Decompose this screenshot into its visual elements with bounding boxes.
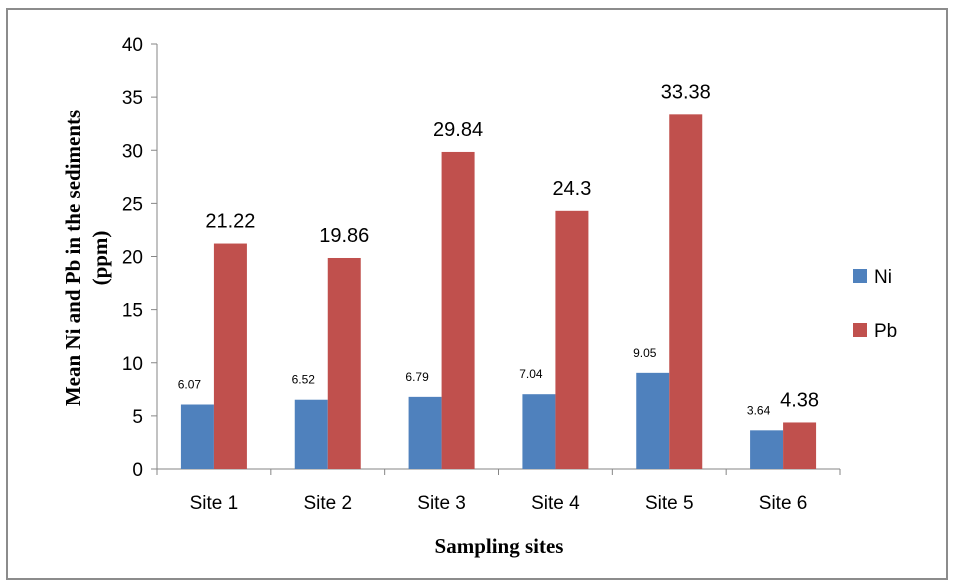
y-axis-title-line2: (ppm) — [88, 231, 112, 286]
legend-swatch-ni — [853, 269, 867, 283]
y-tick-label: 0 — [132, 460, 143, 481]
y-tick-label: 35 — [122, 88, 143, 109]
data-label-ni: 6.79 — [405, 370, 429, 384]
x-tick-label: Site 5 — [645, 493, 694, 514]
data-label-pb: 21.22 — [205, 211, 255, 233]
y-tick-label: 15 — [122, 301, 143, 322]
data-label-ni: 9.05 — [633, 346, 657, 360]
y-tick-label: 30 — [122, 141, 143, 162]
chart-frame — [6, 8, 948, 580]
legend-swatch-pb — [853, 323, 867, 337]
y-tick-label: 10 — [122, 354, 143, 375]
x-tick-label: Site 2 — [303, 493, 352, 514]
bar-pb — [669, 114, 703, 470]
data-label-ni: 6.07 — [178, 378, 202, 392]
bar-ni — [180, 404, 214, 469]
data-label-pb: 19.86 — [319, 225, 369, 247]
bar-pb — [213, 243, 247, 469]
bar-pb — [327, 257, 361, 469]
data-label-pb: 33.38 — [661, 81, 711, 103]
bar-ni — [636, 372, 670, 469]
bar-pb — [555, 210, 589, 469]
x-tick-label: Site 6 — [759, 493, 808, 514]
data-label-pb: 29.84 — [433, 119, 483, 141]
data-label-ni: 7.04 — [519, 367, 543, 381]
y-tick-label: 5 — [132, 407, 143, 428]
x-tick-label: Site 1 — [190, 493, 239, 514]
data-label-ni: 6.52 — [292, 373, 316, 387]
x-tick-label: Site 4 — [531, 493, 580, 514]
data-label-pb: 24.3 — [552, 178, 591, 200]
bar-ni — [522, 394, 556, 469]
x-axis-title: Sampling sites — [435, 534, 564, 558]
data-label-pb: 4.38 — [780, 389, 819, 411]
y-tick-label: 20 — [122, 248, 143, 269]
y-tick-label: 40 — [122, 35, 143, 56]
y-tick-label: 25 — [122, 194, 143, 215]
y-axis-title-line1: Mean Ni and Pb in the sediments — [61, 110, 85, 406]
bar-ni — [408, 396, 442, 469]
bar-ni — [750, 430, 784, 469]
data-label-ni: 3.64 — [747, 403, 771, 417]
bar-pb — [783, 422, 817, 469]
legend-label-pb: Pb — [874, 321, 897, 342]
legend-label-ni: Ni — [874, 267, 892, 288]
y-axis-title: Mean Ni and Pb in the sediments (ppm) — [61, 110, 112, 406]
x-tick-label: Site 3 — [417, 493, 466, 514]
bar-ni — [294, 399, 328, 469]
bar-pb — [441, 151, 475, 469]
